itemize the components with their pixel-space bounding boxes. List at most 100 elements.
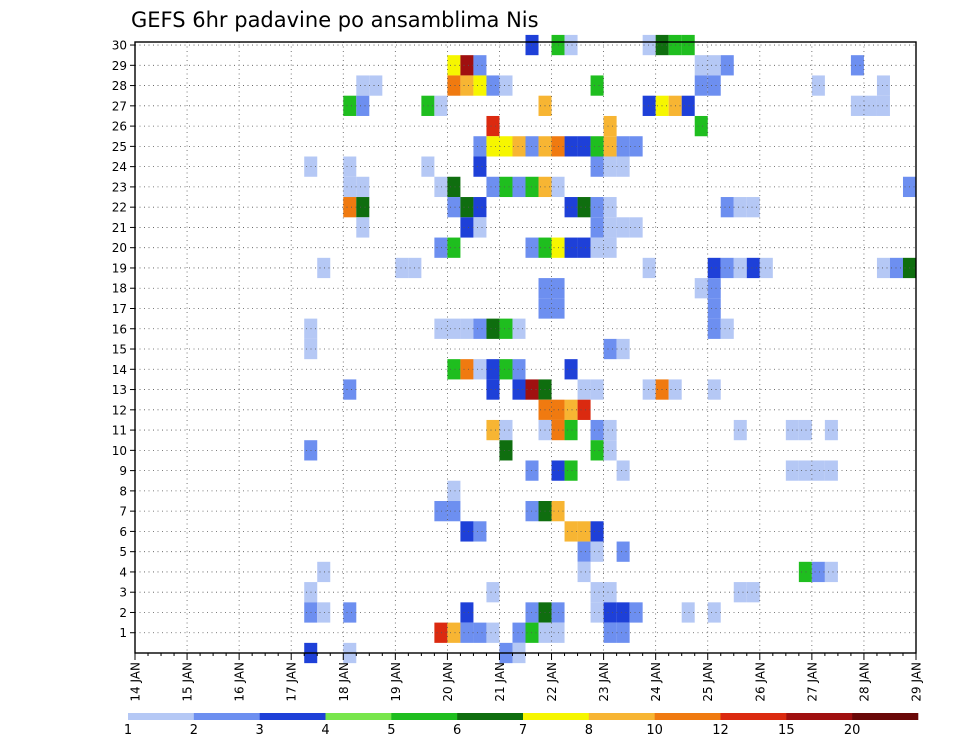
precip-cells: [304, 34, 916, 664]
precip-cell: [577, 136, 591, 157]
precip-cell: [577, 541, 591, 562]
precip-cell: [525, 622, 539, 643]
precip-cell: [473, 136, 487, 157]
precip-cell: [486, 622, 500, 643]
y-tick-label: 30: [112, 39, 127, 53]
precip-cell: [499, 176, 513, 198]
y-tick-label: 20: [112, 241, 127, 255]
precip-cell: [499, 359, 513, 380]
precip-cell: [564, 34, 578, 56]
y-tick-label: 22: [112, 201, 127, 215]
x-tick-label: 25 JAN: [701, 662, 715, 702]
precip-cell: [525, 501, 539, 522]
precip-cell: [590, 197, 604, 218]
precip-cell: [447, 501, 461, 522]
precip-cell: [720, 257, 734, 279]
x-tick-label: 15 JAN: [181, 662, 195, 702]
y-tick-label: 27: [112, 99, 127, 113]
precip-cell: [811, 561, 825, 583]
y-tick-label: 24: [112, 160, 127, 174]
precip-cell: [603, 582, 617, 603]
precip-cell: [681, 95, 695, 116]
precip-cell: [746, 197, 760, 218]
y-tick-label: 11: [112, 424, 127, 438]
precip-cell: [603, 136, 617, 157]
precip-cell: [811, 460, 825, 481]
precip-cell: [317, 561, 331, 583]
y-tick-label: 16: [112, 322, 127, 336]
legend-swatch: [128, 713, 195, 720]
precip-cell: [473, 75, 487, 96]
precip-cell: [525, 460, 539, 481]
precip-cell: [317, 257, 331, 279]
y-tick-label: 2: [119, 606, 127, 620]
y-tick-label: 23: [112, 180, 127, 194]
y-tick-label: 17: [112, 302, 127, 316]
precip-cell: [343, 379, 357, 400]
precip-cell: [395, 257, 409, 279]
x-tick-label: 16 JAN: [233, 662, 247, 702]
precip-cell: [499, 318, 513, 339]
precip-cell: [577, 197, 591, 218]
precip-cell: [473, 156, 487, 177]
precip-cell: [824, 561, 838, 583]
y-tick-label: 26: [112, 120, 127, 134]
precip-cell: [590, 582, 604, 603]
x-axis: 14 JAN 15 JAN 16 JAN 17 JAN 18 JAN 19 JAN 20 J…: [129, 653, 924, 702]
precip-cell: [720, 318, 734, 339]
precip-cell: [512, 379, 526, 400]
precip-cell: [603, 440, 617, 461]
precip-cell: [694, 115, 708, 137]
precip-cell: [564, 521, 578, 542]
legend-label: 6: [453, 723, 461, 738]
precip-cell: [603, 217, 617, 238]
precip-cell: [603, 419, 617, 441]
precip-cell: [434, 176, 448, 198]
precip-cell: [473, 359, 487, 380]
precip-cell: [616, 136, 630, 157]
precip-cell: [317, 602, 331, 623]
y-tick-label: 6: [119, 525, 127, 539]
legend-swatch: [457, 713, 524, 720]
precip-cell: [486, 582, 500, 603]
legend-label: 10: [646, 723, 663, 738]
legend-label: 12: [712, 723, 729, 738]
color-legend: 1 2 3 4 5 6 7 8 10 12 15 20: [124, 713, 919, 738]
x-tick-label: 14 JAN: [129, 662, 143, 702]
x-tick-label: 22 JAN: [545, 662, 559, 702]
precip-cell: [473, 217, 487, 238]
x-tick-label: 17 JAN: [285, 662, 299, 702]
precip-cell: [694, 55, 708, 76]
x-tick-label: 20 JAN: [441, 662, 455, 702]
precip-cell: [759, 257, 773, 279]
precip-cell: [733, 582, 747, 603]
precip-cell: [629, 217, 643, 238]
precip-cell: [447, 176, 461, 198]
y-axis: 1234567891011121314151617181920212223242…: [112, 39, 135, 640]
legend-swatch: [654, 713, 721, 720]
precip-cell: [525, 602, 539, 623]
precip-cell: [447, 197, 461, 218]
precip-cell: [525, 34, 539, 56]
precip-cell: [447, 237, 461, 258]
precip-cell: [499, 75, 513, 96]
precip-cell: [590, 379, 604, 400]
y-tick-label: 15: [112, 343, 127, 357]
precip-cell: [369, 75, 383, 96]
precip-cell: [616, 217, 630, 238]
precip-cell: [356, 176, 370, 198]
precip-cell: [707, 278, 721, 299]
y-tick-label: 25: [112, 140, 127, 154]
precip-cell: [460, 359, 474, 380]
precip-cell: [486, 379, 500, 400]
precip-cell: [629, 602, 643, 623]
precip-cell: [603, 115, 617, 137]
precip-cell: [590, 440, 604, 461]
precip-cell: [486, 75, 500, 96]
precip-cell: [486, 318, 500, 339]
precip-cell: [603, 156, 617, 177]
precip-cell: [798, 561, 812, 583]
precip-cell: [720, 197, 734, 218]
x-tick-label: 24 JAN: [649, 662, 663, 702]
legend-swatch: [852, 713, 919, 720]
